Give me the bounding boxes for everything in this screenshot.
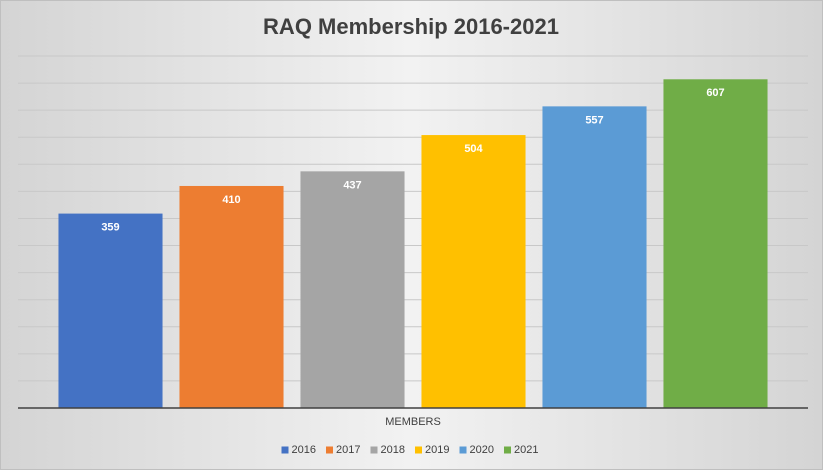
bar (421, 135, 526, 408)
bar (542, 106, 647, 409)
legend-label: 2019 (425, 444, 449, 456)
legend-swatch (370, 446, 378, 454)
bar (58, 213, 163, 408)
data-label: 607 (706, 87, 724, 99)
bar (179, 185, 284, 408)
data-label: 437 (343, 179, 361, 191)
bar (300, 171, 405, 408)
x-tick-label: MEMBERS (385, 416, 441, 428)
legend-label: 2017 (336, 444, 360, 456)
legend-swatch (459, 446, 467, 454)
data-label: 504 (464, 143, 483, 155)
legend-swatch (504, 446, 511, 454)
bar (663, 79, 768, 408)
legend-swatch (326, 446, 333, 454)
legend-label: 2016 (292, 444, 316, 456)
legend-label: 2020 (470, 444, 494, 456)
data-label: 359 (101, 221, 119, 233)
legend-swatch (415, 446, 422, 454)
legend-label: 2021 (514, 444, 538, 456)
legend-label: 2018 (381, 444, 405, 456)
legend-swatch (281, 446, 289, 454)
data-label: 557 (585, 114, 603, 126)
data-label: 410 (222, 194, 240, 206)
chart-title: RAQ Membership 2016-2021 (263, 14, 559, 39)
